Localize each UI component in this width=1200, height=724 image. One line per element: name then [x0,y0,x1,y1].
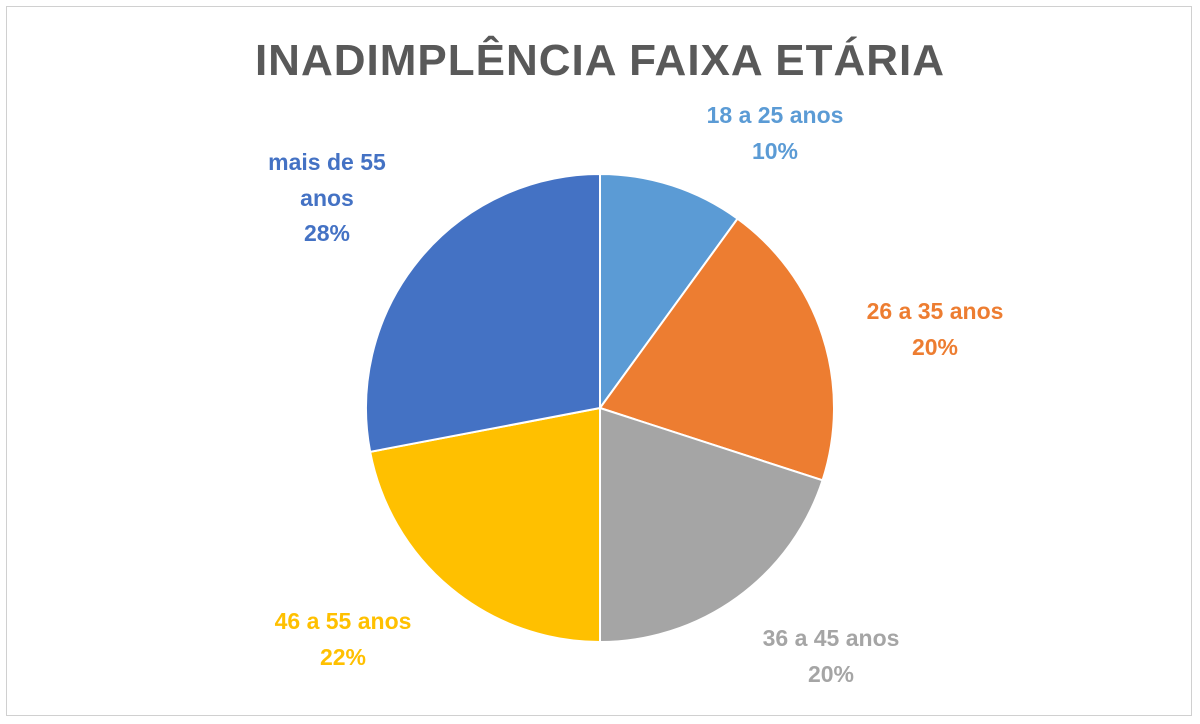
slice-value-label: 28% [303,220,351,247]
slice-value-label: 20% [807,660,855,687]
slice-label-26-35: 26 a 35 anos 20% [820,294,1050,365]
slice-label-text: 26 a 35 anos [866,298,1004,324]
pie-slice-0 [599,172,739,412]
pie-slices [365,172,836,644]
slice-label-46-55: 46 a 55 anos 22% [228,604,458,675]
slice-value-label: 10% [751,137,799,164]
pie-slice-2 [599,406,824,644]
slice-label-55-plus: mais de 55 anos 28% [212,145,442,252]
chart-title: INADIMPLÊNCIA FAIXA ETÁRIA [254,36,946,85]
slice-value-label: 20% [911,333,959,360]
pie-slice-1 [598,217,836,482]
slice-label-36-45: 36 a 45 anos 20% [716,621,946,692]
pie-slice-4 [365,172,601,454]
slice-label-18-25: 18 a 25 anos 10% [660,98,890,169]
slice-label-text: 18 a 25 anos [706,102,844,128]
slice-label-text: mais de 55 [268,149,386,175]
slice-label-text: 36 a 45 anos [762,625,900,651]
pie-slice-3 [368,406,601,644]
slice-label-text: 46 a 55 anos [274,608,412,634]
slice-value-label: 22% [319,643,367,670]
slice-label-text: anos [300,184,354,211]
